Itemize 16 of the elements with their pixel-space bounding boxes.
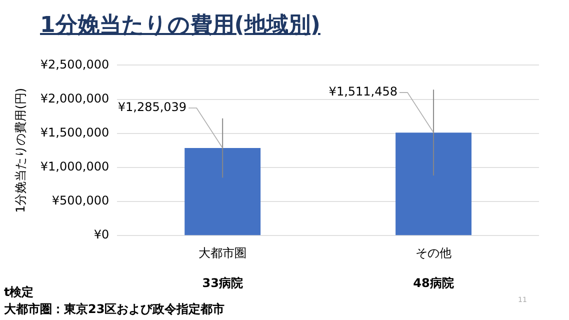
y-tick-label: ¥1,000,000 bbox=[40, 160, 110, 174]
y-tick-label: ¥2,000,000 bbox=[40, 91, 110, 106]
data-label: ¥1,511,458 bbox=[328, 84, 398, 99]
text: 33病院 bbox=[202, 276, 243, 290]
text: 大都市圏：東京23区および政令指定都市 bbox=[4, 301, 225, 318]
x-tick-label: その他 bbox=[416, 246, 452, 260]
chart-title: 1分娩当たりの費用(地域別) bbox=[40, 12, 320, 40]
y-axis-title: 1分娩当たりの費用(円) bbox=[13, 88, 28, 213]
y-tick-label: ¥1,500,000 bbox=[40, 125, 110, 140]
text: 48病院 bbox=[413, 276, 454, 290]
x-tick-label: 大都市圏 bbox=[198, 246, 247, 260]
text: t検定 bbox=[4, 285, 34, 299]
data-label: ¥1,285,039 bbox=[118, 100, 187, 114]
y-tick-label: ¥0 bbox=[94, 228, 110, 242]
y-tick-label: ¥500,000 bbox=[52, 194, 110, 208]
y-tick-label: ¥2,500,000 bbox=[40, 57, 110, 72]
